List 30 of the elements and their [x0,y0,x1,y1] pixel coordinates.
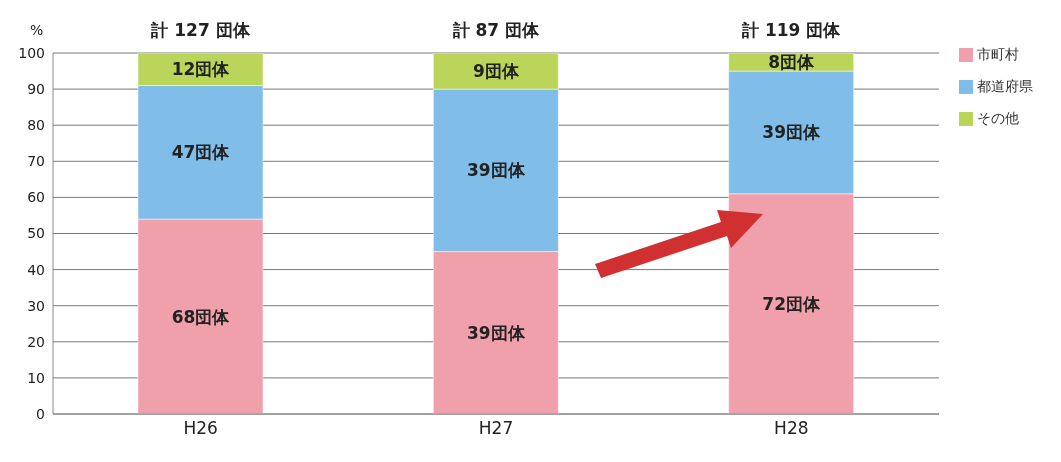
annotation: 9団体 [472,61,520,82]
y-tick-label: 100 [18,44,45,61]
legend-label: 市町村 [977,46,1019,62]
y-tick-label: 20 [27,333,45,350]
total-label: 計 87 団体 [451,20,541,40]
y-tick-label: 40 [27,261,45,278]
y-tick-label: 60 [27,189,45,206]
total-label: 計 127 団体 [150,20,251,40]
annotation: 39団体 [467,160,526,181]
annotation: 39団体 [762,122,821,143]
y-tick-label: 0 [36,405,45,422]
y-tick-label: 80 [27,117,45,134]
y-tick-label: 30 [27,297,45,314]
x-tick-label: H27 [478,418,514,439]
annotation: 8団体 [768,52,816,73]
x-tick-label: H26 [183,418,218,439]
total-label: 計 119 団体 [741,20,842,40]
annotation: 12団体 [171,59,231,80]
annotation: 39団体 [467,322,526,343]
annotation: 47団体 [171,142,231,163]
annotation: 68団体 [171,306,231,327]
legend-label: 都道府県 [977,78,1033,94]
y-tick-label: 10 [27,369,45,386]
y-tick-label: 90 [27,81,45,98]
legend-label: その他 [977,110,1019,126]
annotation: 72団体 [762,293,821,314]
y-tick-label: 50 [27,225,45,242]
x-tick-label: H28 [774,418,809,439]
y-tick-label: 70 [27,153,45,170]
y-axis-title: % [30,22,44,38]
